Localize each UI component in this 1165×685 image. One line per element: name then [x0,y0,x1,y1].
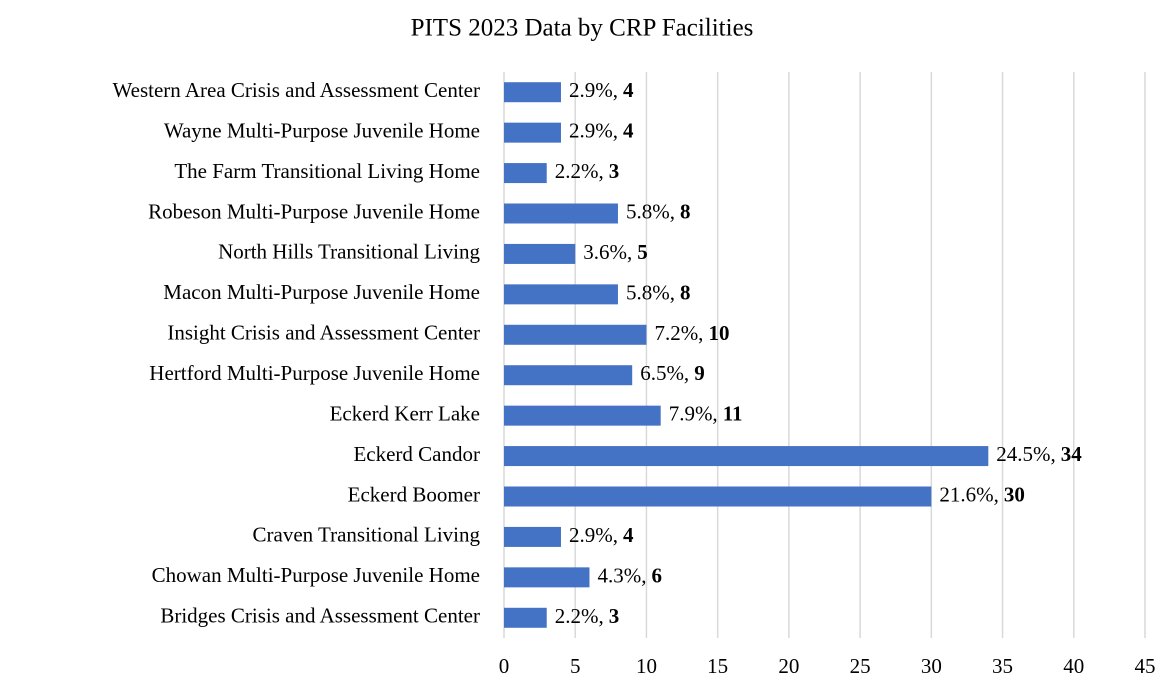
data-label-percent: 2.2%, [555,159,604,183]
chart-title: PITS 2023 Data by CRP Facilities [411,15,754,42]
y-tick-label: Chowan Multi-Purpose Juvenile Home [152,563,480,587]
x-tick-label: 45 [1135,654,1156,678]
bar [504,526,561,547]
y-tick-label: North Hills Transitional Living [218,240,480,264]
y-tick-label: Wayne Multi-Purpose Juvenile Home [164,118,480,142]
data-label-count: 4 [623,118,634,142]
bar [504,405,661,426]
bar [504,82,561,103]
data-label: 5.8%, 8 [626,280,691,304]
y-tick-label: Eckerd Candor [353,442,480,466]
bar [504,122,561,143]
data-label-percent: 3.6%, [583,240,632,264]
data-label-count: 30 [1004,482,1025,506]
x-tick-label: 0 [499,654,510,678]
data-label-count: 4 [623,78,634,102]
y-tick-label: Bridges Crisis and Assessment Center [160,604,480,628]
data-label: 7.9%, 11 [669,401,743,425]
y-tick-label: Robeson Multi-Purpose Juvenile Home [148,199,480,223]
bar [504,203,618,224]
x-tick-label: 40 [1063,654,1084,678]
y-tick-label: Insight Crisis and Assessment Center [167,321,480,345]
data-label-percent: 5.8%, [626,280,675,304]
data-label-count: 9 [694,361,705,385]
data-label-percent: 6.5%, [640,361,689,385]
bar [504,365,633,386]
x-tick-label: 20 [778,654,799,678]
bar [504,163,547,184]
data-label: 24.5%, 34 [996,442,1082,466]
y-tick-label: Macon Multi-Purpose Juvenile Home [163,280,480,304]
data-label-percent: 5.8%, [626,199,675,223]
data-label: 5.8%, 8 [626,199,691,223]
data-label: 6.5%, 9 [640,361,705,385]
data-label-count: 8 [680,199,691,223]
data-label-count: 4 [623,523,634,547]
y-tick-label: Western Area Crisis and Assessment Cente… [113,78,481,102]
x-tick-label: 30 [921,654,942,678]
data-label-count: 11 [723,401,743,425]
data-label-percent: 2.2%, [555,604,604,628]
data-label-count: 5 [637,240,648,264]
bar [504,284,618,305]
x-tick-label: 10 [636,654,657,678]
bar [504,446,989,467]
data-label-percent: 21.6%, [939,482,999,506]
data-label: 2.9%, 4 [569,523,634,547]
data-label-count: 6 [651,563,662,587]
bar [504,567,590,588]
data-label-percent: 2.9%, [569,118,618,142]
x-tick-label: 15 [707,654,728,678]
data-label: 3.6%, 5 [583,240,648,264]
data-label-count: 3 [609,159,620,183]
data-label: 2.2%, 3 [555,159,620,183]
data-label: 2.2%, 3 [555,604,620,628]
bar [504,243,576,264]
data-label: 2.9%, 4 [569,78,634,102]
y-tick-label: Eckerd Boomer [348,482,480,506]
bar [504,486,932,507]
data-label-percent: 2.9%, [569,78,618,102]
data-label: 7.2%, 10 [654,321,729,345]
y-tick-label: The Farm Transitional Living Home [174,159,480,183]
data-label-count: 10 [708,321,729,345]
y-tick-label: Hertford Multi-Purpose Juvenile Home [149,361,480,385]
data-label: 2.9%, 4 [569,118,634,142]
x-tick-label: 35 [992,654,1013,678]
data-label-percent: 7.9%, [669,401,718,425]
data-label-percent: 24.5%, [996,442,1055,466]
data-label-count: 3 [609,604,620,628]
bar [504,607,547,628]
x-tick-label: 5 [570,654,581,678]
bar [504,324,647,345]
y-tick-label: Craven Transitional Living [253,523,481,547]
data-label: 4.3%, 6 [597,563,662,587]
data-label-count: 8 [680,280,691,304]
data-label-count: 34 [1061,442,1083,466]
y-tick-label: Eckerd Kerr Lake [330,401,480,425]
data-label: 21.6%, 30 [939,482,1024,506]
data-label-percent: 2.9%, [569,523,618,547]
x-tick-label: 25 [850,654,871,678]
data-label-percent: 7.2%, [654,321,703,345]
data-label-percent: 4.3%, [597,563,646,587]
